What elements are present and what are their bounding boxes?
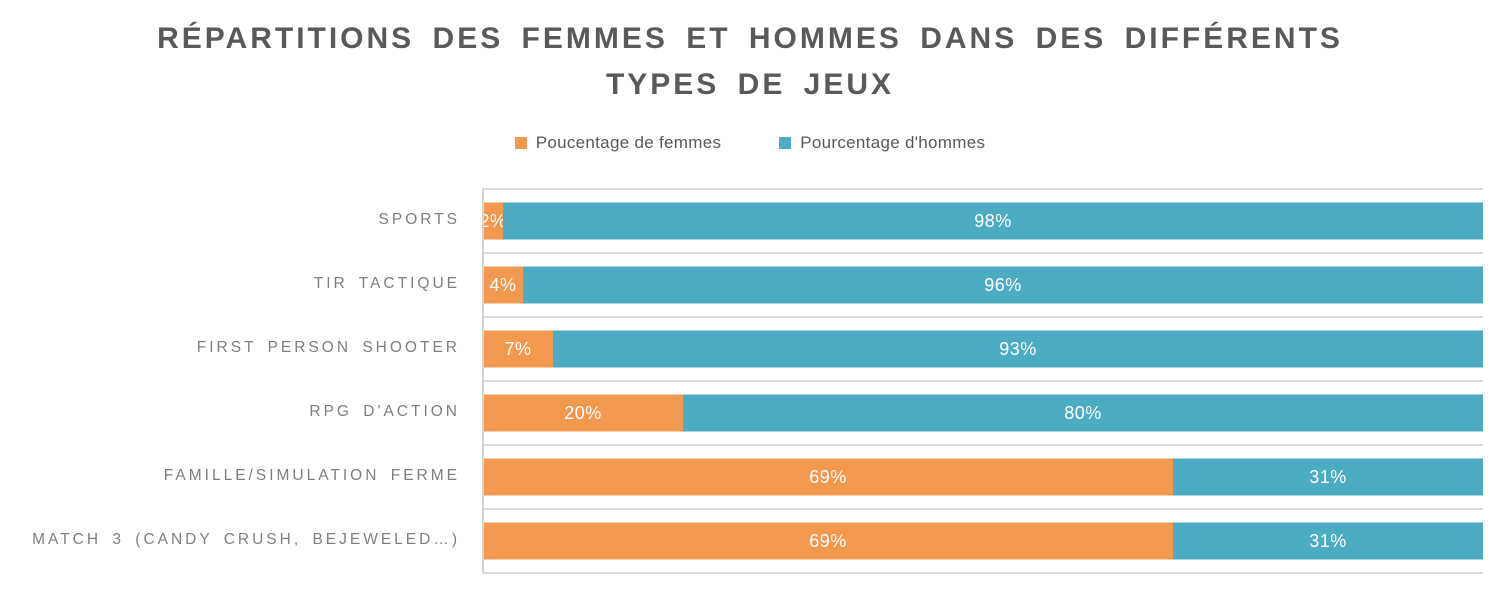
bar-data-label: 96% [984,274,1022,295]
bar-segment-femmes: 4% [483,266,523,304]
bar-segment-hommes: 93% [553,330,1483,368]
category-label: RPG D'ACTION [309,403,460,420]
bar-segment-femmes: 7% [483,330,553,368]
bar-segment-hommes: 31% [1173,522,1483,560]
plot-rows: SPORTS 2% 98% TIR TACTIQUE 4% 96% FIRST PERSON… [0,188,1483,572]
bar-band: 20% 80% [483,380,1483,444]
bar-row: FIRST PERSON SHOOTER 7% 93% [0,316,1483,380]
chart-title-line1: RÉPARTITIONS DES FEMMES ET HOMMES DANS D… [157,22,1343,55]
stacked-bar: 69% 31% [483,522,1483,560]
stacked-bar: 7% 93% [483,330,1483,368]
chart-title-line2: TYPES DE JEUX [605,68,895,101]
bar-band: 69% 31% [483,444,1483,508]
bar-segment-femmes: 69% [483,522,1173,560]
bar-data-label: 69% [809,466,847,487]
bar-band: 69% 31% [483,508,1483,572]
bar-row: RPG D'ACTION 20% 80% [0,380,1483,444]
legend: Poucentage de femmes Pourcentage d'homme… [0,133,1500,153]
bar-segment-hommes: 98% [503,202,1483,240]
bar-data-label: 20% [564,402,602,423]
bar-row: MATCH 3 (CANDY CRUSH, BEJEWELED…) 69% 31% [0,508,1483,572]
bar-data-label: 80% [1064,402,1102,423]
bar-data-label: 98% [974,210,1012,231]
bar-row: TIR TACTIQUE 4% 96% [0,252,1483,316]
category-label: TIR TACTIQUE [313,275,460,292]
stacked-bar: 2% 98% [483,202,1483,240]
legend-label-femmes: Poucentage de femmes [535,133,722,152]
category-axis-line [482,188,484,574]
legend-item-hommes: Pourcentage d'hommes [779,133,985,153]
category-label: SPORTS [378,211,460,228]
category-label: MATCH 3 (CANDY CRUSH, BEJEWELED…) [32,531,460,548]
bar-data-label: 2% [483,210,507,231]
stacked-bar: 20% 80% [483,394,1483,432]
stacked-bar: 4% 96% [483,266,1483,304]
stacked-bar: 69% 31% [483,458,1483,496]
bar-data-label: 7% [504,338,532,359]
bar-data-label: 4% [489,274,517,295]
category-label: FIRST PERSON SHOOTER [196,339,460,356]
bar-segment-femmes: 2% [483,202,506,240]
bar-segment-hommes: 80% [683,394,1483,432]
plot-bottom-gridline [483,572,1483,574]
category-label: FAMILLE/SIMULATION FERME [163,467,460,484]
bar-band: 2% 98% [483,188,1483,252]
chart-title: RÉPARTITIONS DES FEMMES ET HOMMES DANS D… [0,16,1500,108]
legend-swatch-hommes-icon [779,137,792,149]
bar-segment-femmes: 69% [483,458,1173,496]
bar-data-label: 31% [1309,530,1347,551]
legend-swatch-femmes-icon [514,137,527,149]
bar-segment-hommes: 31% [1173,458,1483,496]
bar-row: FAMILLE/SIMULATION FERME 69% 31% [0,444,1483,508]
bar-band: 4% 96% [483,252,1483,316]
stacked-bar-chart: SPORTS 2% 98% TIR TACTIQUE 4% 96% FIRST PERSON… [0,188,1483,574]
legend-item-femmes: Poucentage de femmes [514,133,722,153]
bar-row: SPORTS 2% 98% [0,188,1483,252]
bar-data-label: 69% [809,530,847,551]
bar-data-label: 93% [999,338,1037,359]
legend-label-hommes: Pourcentage d'hommes [800,133,986,152]
bar-segment-hommes: 96% [523,266,1483,304]
bar-data-label: 31% [1309,466,1347,487]
bar-segment-femmes: 20% [483,394,683,432]
bar-band: 7% 93% [483,316,1483,380]
